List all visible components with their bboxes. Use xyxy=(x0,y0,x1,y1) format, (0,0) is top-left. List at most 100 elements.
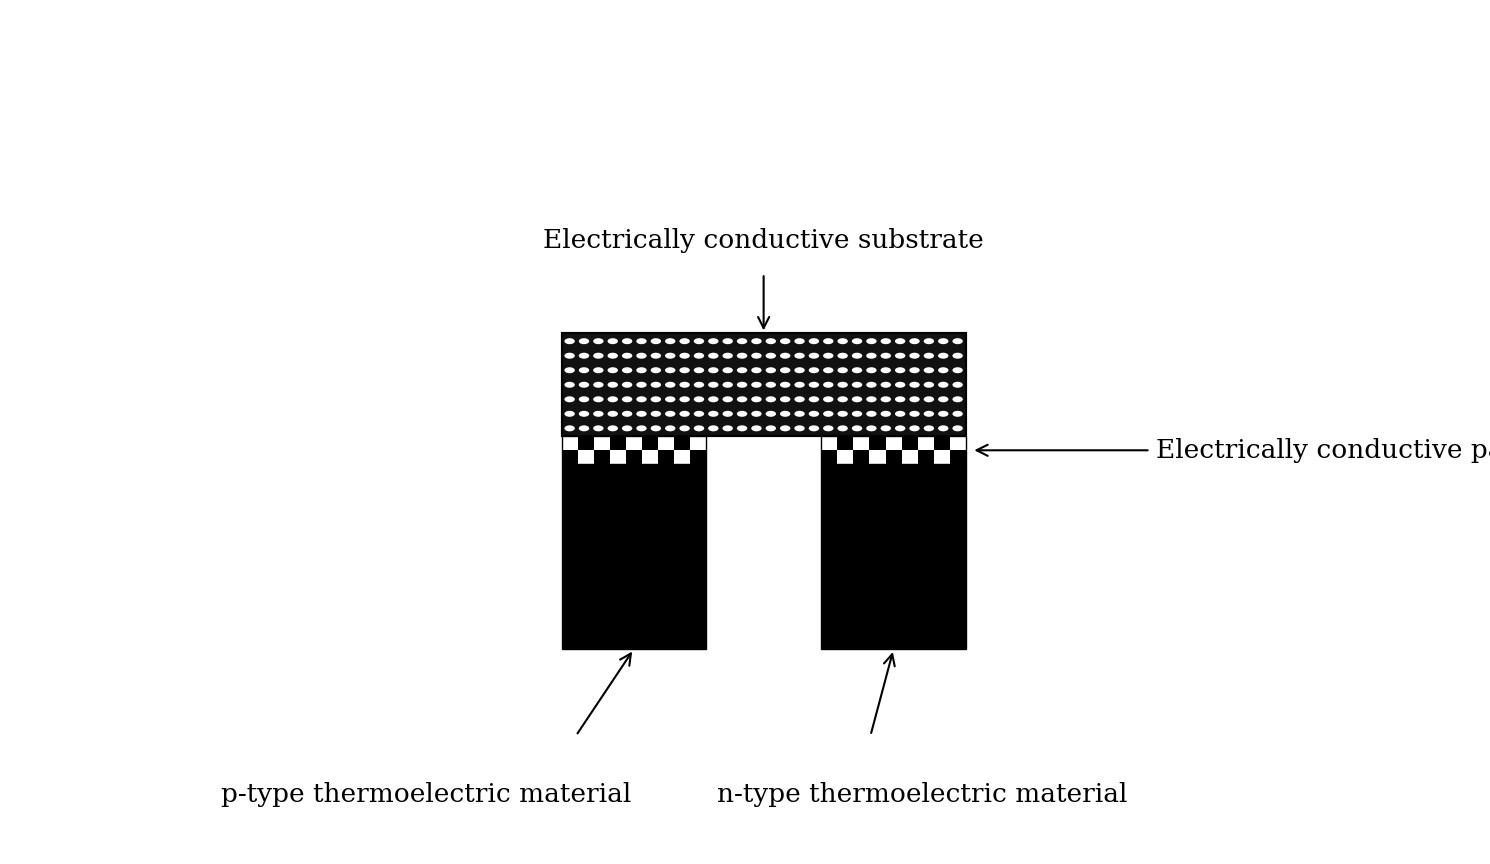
Circle shape xyxy=(866,397,876,403)
Circle shape xyxy=(881,425,891,431)
Circle shape xyxy=(952,425,963,431)
Circle shape xyxy=(621,425,632,431)
Circle shape xyxy=(708,410,718,416)
Circle shape xyxy=(651,382,662,388)
Bar xyxy=(918,436,934,450)
Circle shape xyxy=(939,338,949,344)
Circle shape xyxy=(636,425,647,431)
Circle shape xyxy=(679,410,690,416)
Circle shape xyxy=(924,338,934,344)
Circle shape xyxy=(881,382,891,388)
Circle shape xyxy=(621,397,632,403)
Circle shape xyxy=(766,425,776,431)
Circle shape xyxy=(881,410,891,416)
Circle shape xyxy=(694,410,705,416)
Bar xyxy=(837,436,854,450)
Circle shape xyxy=(779,410,790,416)
Circle shape xyxy=(694,425,705,431)
Circle shape xyxy=(565,353,575,359)
Circle shape xyxy=(621,367,632,373)
Circle shape xyxy=(852,410,863,416)
Circle shape xyxy=(822,410,833,416)
Bar xyxy=(562,334,966,436)
Text: Electrically conductive paste: Electrically conductive paste xyxy=(1156,438,1490,463)
Circle shape xyxy=(651,397,662,403)
Circle shape xyxy=(779,367,790,373)
Circle shape xyxy=(751,382,761,388)
Circle shape xyxy=(881,397,891,403)
Circle shape xyxy=(738,410,748,416)
Circle shape xyxy=(565,367,575,373)
Circle shape xyxy=(794,425,805,431)
Bar xyxy=(918,450,934,464)
Circle shape xyxy=(766,410,776,416)
Circle shape xyxy=(608,410,618,416)
Circle shape xyxy=(895,367,906,373)
Circle shape xyxy=(866,382,876,388)
Circle shape xyxy=(578,367,589,373)
Circle shape xyxy=(924,410,934,416)
Circle shape xyxy=(939,367,949,373)
Circle shape xyxy=(822,382,833,388)
Circle shape xyxy=(924,353,934,359)
Circle shape xyxy=(636,397,647,403)
Circle shape xyxy=(593,397,603,403)
Circle shape xyxy=(822,353,833,359)
Circle shape xyxy=(565,410,575,416)
Circle shape xyxy=(909,367,919,373)
Circle shape xyxy=(723,338,733,344)
Circle shape xyxy=(837,382,848,388)
Bar xyxy=(934,436,949,450)
Circle shape xyxy=(852,353,863,359)
Circle shape xyxy=(909,353,919,359)
Circle shape xyxy=(822,425,833,431)
Circle shape xyxy=(751,397,761,403)
Circle shape xyxy=(881,353,891,359)
Circle shape xyxy=(636,338,647,344)
Circle shape xyxy=(924,367,934,373)
Circle shape xyxy=(924,382,934,388)
Circle shape xyxy=(766,353,776,359)
Circle shape xyxy=(952,353,963,359)
Circle shape xyxy=(909,410,919,416)
Circle shape xyxy=(809,410,820,416)
Circle shape xyxy=(651,338,662,344)
Circle shape xyxy=(779,425,790,431)
Circle shape xyxy=(651,410,662,416)
Circle shape xyxy=(779,382,790,388)
Circle shape xyxy=(679,367,690,373)
Circle shape xyxy=(665,353,675,359)
Circle shape xyxy=(694,397,705,403)
Circle shape xyxy=(708,397,718,403)
Bar xyxy=(949,436,966,450)
Circle shape xyxy=(809,338,820,344)
Bar xyxy=(657,450,673,464)
Bar xyxy=(690,436,706,450)
Bar xyxy=(578,436,593,450)
Bar xyxy=(642,436,657,450)
Circle shape xyxy=(751,425,761,431)
Bar xyxy=(593,450,609,464)
Circle shape xyxy=(952,382,963,388)
Circle shape xyxy=(779,397,790,403)
Circle shape xyxy=(593,425,603,431)
Circle shape xyxy=(794,353,805,359)
Bar xyxy=(821,464,966,649)
Bar xyxy=(934,450,949,464)
Circle shape xyxy=(751,367,761,373)
Circle shape xyxy=(794,338,805,344)
Bar xyxy=(901,436,918,450)
Bar xyxy=(609,436,626,450)
Circle shape xyxy=(866,353,876,359)
Bar xyxy=(626,450,642,464)
Circle shape xyxy=(738,367,748,373)
Circle shape xyxy=(723,367,733,373)
Circle shape xyxy=(794,397,805,403)
Circle shape xyxy=(794,410,805,416)
Circle shape xyxy=(738,382,748,388)
Circle shape xyxy=(738,338,748,344)
Bar xyxy=(578,450,593,464)
Circle shape xyxy=(608,353,618,359)
Circle shape xyxy=(708,367,718,373)
Bar xyxy=(837,450,854,464)
